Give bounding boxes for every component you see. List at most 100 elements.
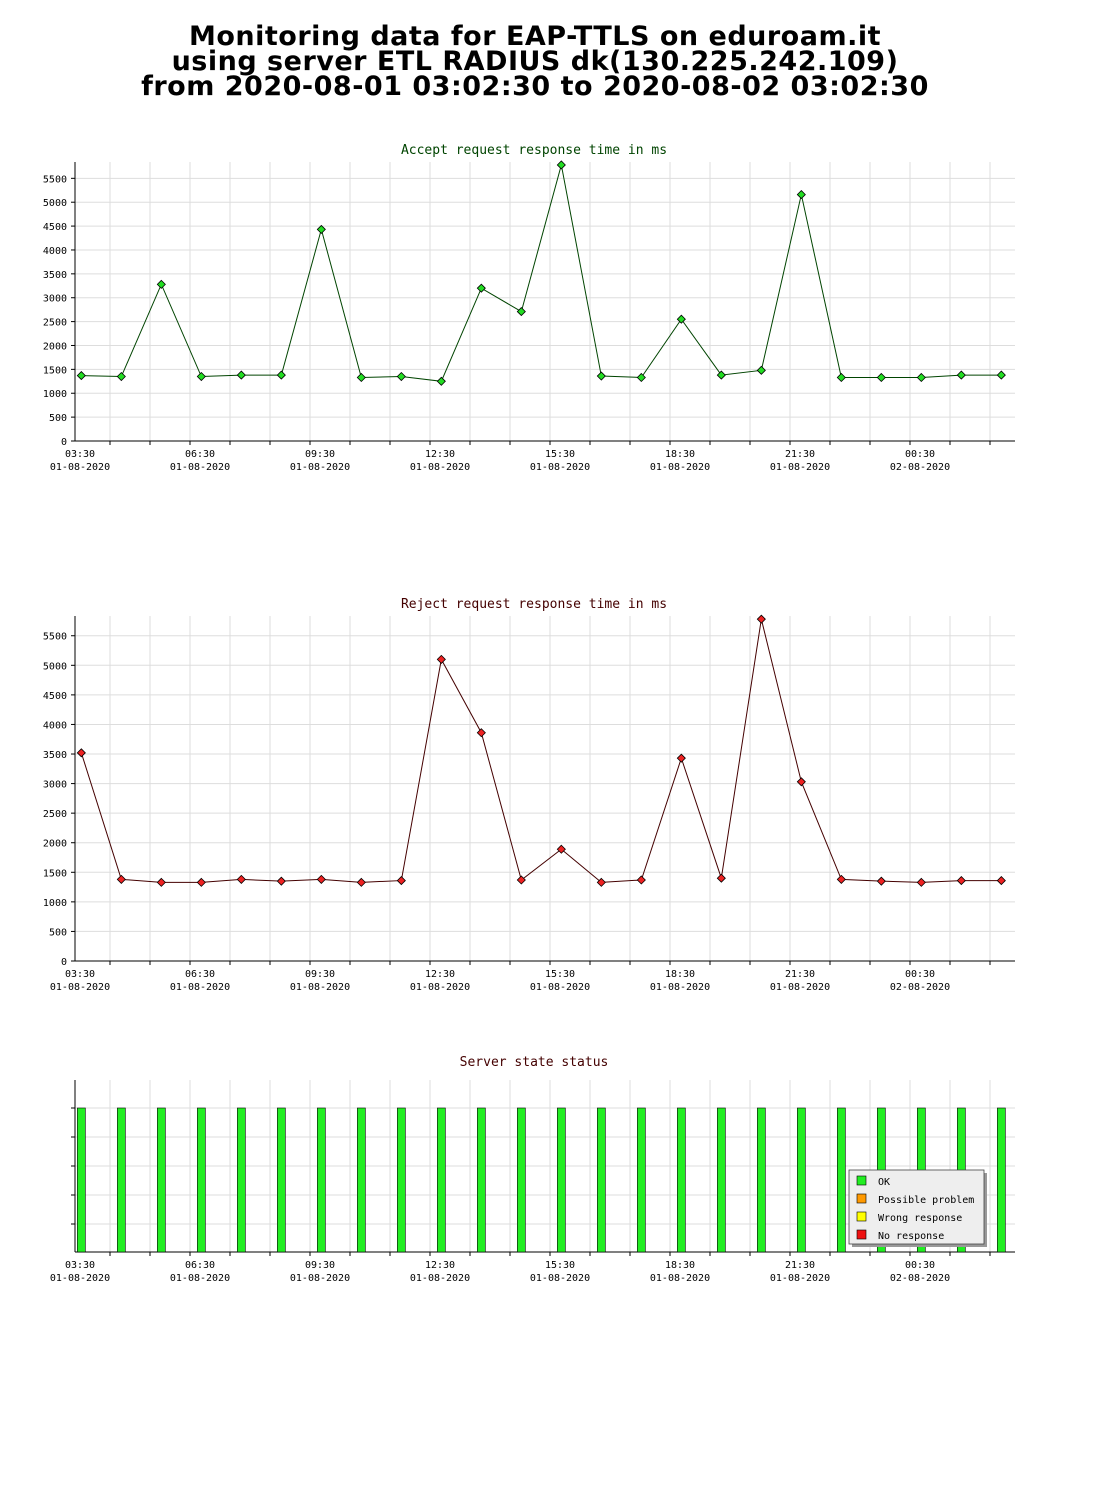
- x-tick-label-date: 01-08-2020: [290, 982, 350, 993]
- x-tick-label-date: 01-08-2020: [50, 982, 110, 993]
- y-tick-label: 4000: [43, 246, 67, 257]
- x-tick-label-time: 00:30: [905, 969, 935, 980]
- y-tick-label: 4500: [43, 222, 67, 233]
- data-point: [316, 874, 326, 884]
- x-tick-label-date: 01-08-2020: [770, 1273, 830, 1284]
- data-point: [876, 876, 886, 886]
- data-point: [236, 370, 246, 380]
- data-point: [876, 372, 886, 383]
- legend-box: [848, 1169, 985, 1245]
- data-point: [756, 365, 766, 375]
- data-point: [596, 371, 606, 381]
- data-point: [836, 372, 846, 383]
- x-tick-label-date: 01-08-2020: [290, 1273, 350, 1284]
- reject-chart: Reject request response time in ms 0 500 10…: [43, 597, 1015, 993]
- y-tick-label: 3000: [43, 780, 67, 791]
- x-tick-label-date: 01-08-2020: [290, 462, 350, 473]
- y-tick-label: 1000: [43, 389, 67, 400]
- status-bar: [717, 1107, 726, 1253]
- status-bar: [397, 1107, 406, 1253]
- y-tick-label: 5000: [43, 198, 67, 209]
- data-point: [156, 279, 166, 289]
- x-tick-label-time: 06:30: [185, 1260, 215, 1271]
- status-bar: [557, 1107, 566, 1253]
- data-point: [116, 371, 126, 382]
- data-point: [476, 283, 486, 293]
- x-tick-label-time: 03:30: [65, 969, 95, 980]
- x-tick-label-time: 15:30: [545, 449, 575, 460]
- page-title-line-2: using server ETL RADIUS dk(130.225.242.1…: [171, 46, 899, 77]
- data-point: [796, 189, 806, 200]
- data-point: [716, 370, 726, 380]
- x-tick-label-time: 18:30: [665, 969, 695, 980]
- data-point: [956, 876, 966, 886]
- x-tick-label-date: 01-08-2020: [50, 462, 110, 473]
- y-tick-label: 1000: [43, 898, 67, 909]
- data-point: [756, 614, 766, 624]
- status-bar: [77, 1107, 86, 1253]
- x-tick-label-time: 03:30: [65, 1260, 95, 1271]
- x-tick-label-date: 01-08-2020: [530, 462, 590, 473]
- x-tick-label-time: 18:30: [665, 1260, 695, 1271]
- x-tick-label-date: 02-08-2020: [890, 982, 950, 993]
- x-tick-label-time: 09:30: [305, 449, 335, 460]
- status-bar: [317, 1107, 326, 1253]
- y-tick-label: 2000: [43, 341, 67, 352]
- x-tick-label-time: 06:30: [185, 449, 215, 460]
- page-header: Monitoring data for EAP-TTLS on eduroam.…: [0, 21, 1070, 102]
- data-point: [76, 371, 86, 381]
- y-tick-label: 0: [61, 437, 67, 448]
- status-bar: [357, 1107, 366, 1253]
- data-point: [596, 877, 606, 887]
- status-bar: [757, 1107, 766, 1253]
- data-point: [676, 753, 686, 763]
- data-point: [476, 728, 486, 738]
- y-tick-label: 5000: [43, 661, 67, 672]
- data-point: [996, 370, 1006, 380]
- legend-swatch-possible-problem: [856, 1193, 867, 1204]
- data-point: [236, 874, 246, 884]
- y-tick-label: 3500: [43, 750, 67, 761]
- data-point: [956, 370, 966, 380]
- data-point: [116, 874, 126, 884]
- legend-swatch-ok: [856, 1175, 867, 1186]
- y-tick-label: 3500: [43, 270, 67, 281]
- data-point: [436, 654, 446, 664]
- status-bar: [637, 1107, 646, 1253]
- status-bar: [277, 1107, 286, 1253]
- x-tick-label-time: 09:30: [305, 969, 335, 980]
- data-point: [396, 876, 406, 886]
- status-bar: [237, 1107, 246, 1253]
- data-point: [356, 372, 366, 383]
- y-tick-label: 2500: [43, 809, 67, 820]
- status-bar: [837, 1107, 846, 1253]
- y-tick-label: 500: [49, 413, 67, 424]
- x-tick-label-time: 21:30: [785, 1260, 815, 1271]
- status-bar: [117, 1107, 126, 1253]
- data-point: [356, 877, 366, 887]
- x-tick-label-time: 03:30: [65, 449, 95, 460]
- x-tick-label-time: 18:30: [665, 449, 695, 460]
- x-tick-label-date: 01-08-2020: [650, 1273, 710, 1284]
- x-tick-label-date: 02-08-2020: [890, 462, 950, 473]
- y-tick-label: 4500: [43, 691, 67, 702]
- data-point: [516, 875, 526, 885]
- x-tick-label-time: 12:30: [425, 1260, 455, 1271]
- data-point: [276, 876, 286, 886]
- page-title-line-3: from 2020-08-01 03:02:30 to 2020-08-02 0…: [141, 71, 929, 102]
- x-tick-label-date: 01-08-2020: [170, 462, 230, 473]
- x-tick-label-time: 21:30: [785, 449, 815, 460]
- status-bar: [157, 1107, 166, 1253]
- x-tick-label-date: 01-08-2020: [770, 982, 830, 993]
- data-point: [276, 370, 286, 380]
- y-tick-label: 1500: [43, 365, 67, 376]
- x-tick-label-date: 01-08-2020: [410, 1273, 470, 1284]
- y-tick-label: 1500: [43, 868, 67, 879]
- page-title-line-1: Monitoring data for EAP-TTLS on eduroam.…: [188, 21, 882, 52]
- data-point: [396, 371, 406, 382]
- x-tick-label-time: 15:30: [545, 969, 575, 980]
- status-bar: [477, 1107, 486, 1253]
- data-point: [556, 160, 566, 170]
- series-line: [81, 164, 1002, 382]
- status-bar: [197, 1107, 206, 1253]
